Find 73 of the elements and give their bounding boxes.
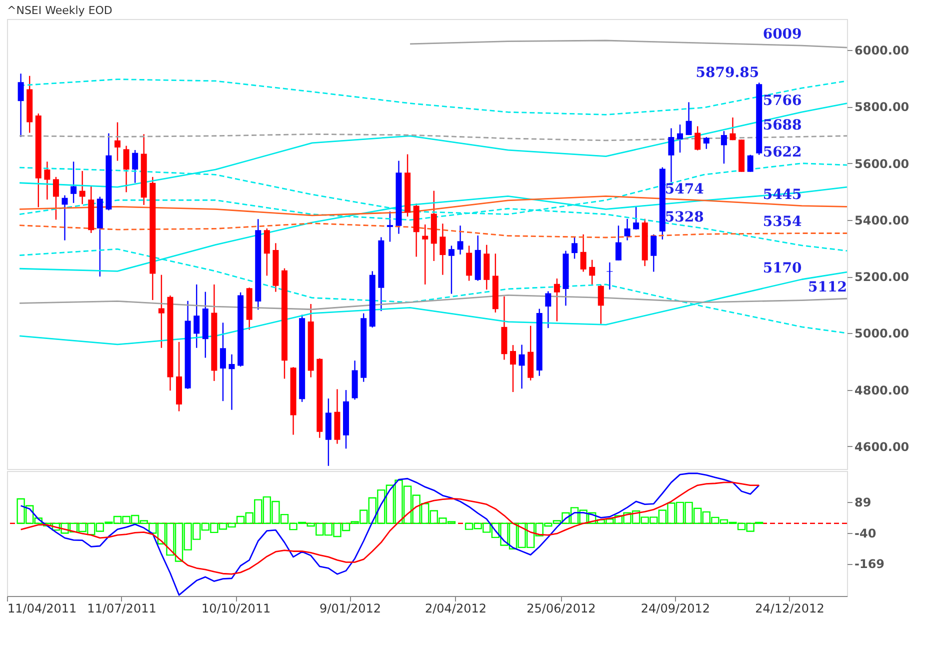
line-series [20, 472, 760, 596]
candlestick [580, 234, 586, 272]
line-series [409, 40, 848, 48]
x-tick-label: 24/12/2012 [755, 602, 824, 616]
candlestick [703, 136, 710, 150]
candlestick [123, 145, 130, 193]
annotation: 6009 [762, 26, 802, 43]
y-tick-label: 4600.00 [854, 440, 910, 454]
candlestick [44, 161, 50, 200]
candlestick [686, 102, 692, 136]
candlestick [650, 234, 657, 272]
candlestick [132, 149, 138, 184]
y-tick-label: 4800.00 [854, 383, 910, 398]
candlestick [730, 116, 736, 141]
x-tick-label: 9/01/2012 [320, 602, 382, 616]
candlestick [747, 154, 754, 172]
candlestick [158, 274, 164, 348]
candlestick [194, 284, 200, 348]
annotation: 5879.85 [696, 65, 760, 82]
candlestick [457, 225, 464, 256]
candlestick [668, 128, 674, 183]
annotation: 5766 [762, 93, 802, 110]
y-tick-label: 5000.00 [854, 326, 910, 341]
candlestick [440, 223, 446, 276]
candlestick [720, 130, 727, 164]
line-series [18, 294, 848, 310]
candlestick [510, 344, 516, 393]
y-tick-label: -40 [854, 526, 876, 540]
annotation: 5112 [808, 280, 847, 296]
candlestick [70, 161, 77, 204]
candlestick [554, 278, 560, 322]
annotation: 5474 [664, 181, 704, 198]
candlestick [615, 225, 622, 262]
candlestick [545, 290, 552, 329]
candlestick [52, 176, 59, 220]
y-tick-label: 5600.00 [854, 156, 910, 171]
candlestick [518, 344, 525, 390]
y-tick-label: 5800.00 [854, 100, 910, 114]
y-tick-label: 6000.00 [854, 44, 910, 58]
x-tick-label: 2/04/2012 [424, 602, 487, 616]
candlestick [228, 354, 235, 410]
annotation: 5328 [664, 209, 704, 226]
candlestick [220, 322, 226, 402]
y-tick-label: -169 [854, 557, 885, 572]
candlestick [114, 122, 120, 162]
annotation: 5688 [762, 118, 802, 134]
candlestick [633, 206, 640, 230]
x-tick-label: 11/04/2011 [8, 602, 77, 616]
candlestick [422, 224, 428, 286]
candlestick [386, 210, 393, 242]
candlestick [62, 194, 68, 241]
candlestick [677, 124, 684, 154]
chart-title: ^NSEI Weekly EOD [7, 4, 112, 17]
candlestick [598, 284, 604, 324]
candlestick [466, 245, 472, 282]
y-tick-label: 5200.00 [854, 270, 910, 284]
x-tick-label: 25/06/2012 [526, 602, 596, 616]
annotation: 5170 [762, 260, 802, 276]
candlestick [694, 126, 701, 151]
candlestick [572, 236, 578, 260]
candlestick [448, 245, 454, 294]
candlestick [18, 73, 24, 138]
x-tick-label: 11/07/2011 [87, 602, 156, 616]
annotation: 5622 [762, 144, 802, 160]
candlestick [624, 218, 630, 241]
candlestick [589, 259, 596, 286]
candlestick [79, 170, 86, 205]
annotation: 5354 [762, 214, 802, 230]
x-tick-label: 10/10/2011 [201, 602, 271, 616]
candlestick [264, 228, 270, 276]
x-tick-label: 24/09/2012 [640, 602, 710, 616]
y-tick-label: 5400.00 [854, 213, 910, 228]
y-tick-label: 89 [854, 496, 872, 510]
